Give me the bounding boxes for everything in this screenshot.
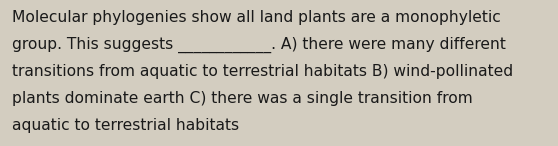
Text: Molecular phylogenies show all land plants are a monophyletic: Molecular phylogenies show all land plan…	[12, 10, 501, 25]
Text: transitions from aquatic to terrestrial habitats B) wind-pollinated: transitions from aquatic to terrestrial …	[12, 64, 513, 79]
Text: aquatic to terrestrial habitats: aquatic to terrestrial habitats	[12, 118, 239, 133]
Text: plants dominate earth C) there was a single transition from: plants dominate earth C) there was a sin…	[12, 91, 473, 106]
Text: group. This suggests ____________. A) there were many different: group. This suggests ____________. A) th…	[12, 37, 506, 53]
